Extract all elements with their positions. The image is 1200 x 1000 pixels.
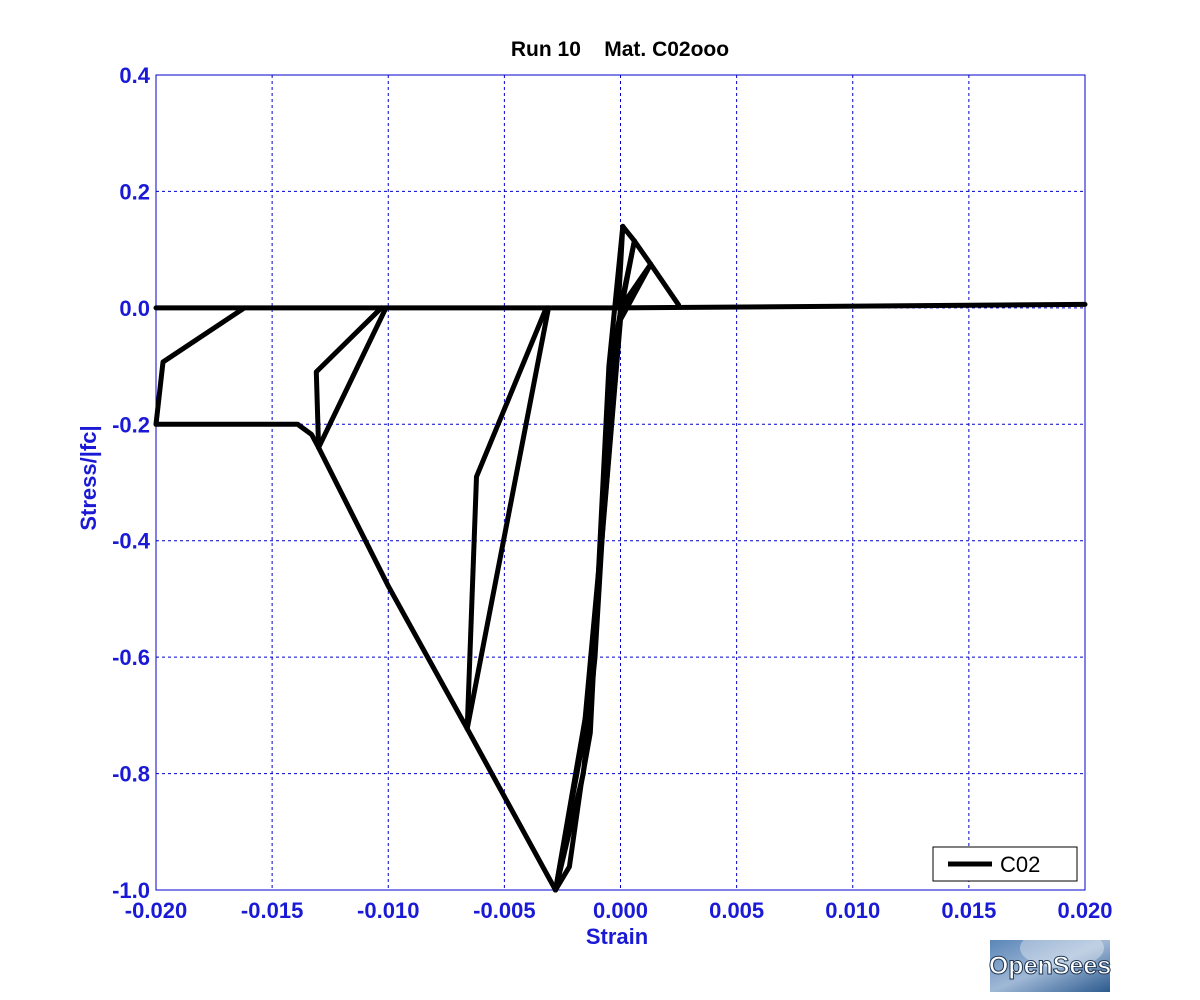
series-c02 [153,223,1088,893]
series-line-c02 [620,223,682,308]
series-line-c02 [615,223,626,311]
series-line-c02 [618,238,637,311]
y-tick-label: -0.6 [112,645,150,670]
y-tick-label: 0.4 [119,63,150,88]
series-line-c02 [553,305,623,893]
x-tick-label: 0.010 [825,898,880,923]
x-axis-title: Strain [586,924,648,949]
y-tick-label: -0.8 [112,762,150,787]
opensees-logo: OpenSees [988,928,1112,992]
series-line-c02 [618,261,654,311]
logo-background [990,940,1110,992]
x-tick-label: -0.020 [125,898,187,923]
series-line-c02 [553,223,626,893]
x-tick-label: -0.005 [473,898,535,923]
series-line-c02 [464,305,549,732]
x-tick-label: 0.015 [941,898,996,923]
series-line-c02 [153,305,247,427]
x-tick-label: 0.000 [593,898,648,923]
y-tick-label: -0.4 [112,529,151,554]
x-tick-label: 0.020 [1057,898,1112,923]
y-axis-ticks: 0.4 0.2 0.0 -0.2 -0.4 -0.6 -0.8 -1.0 [112,63,151,903]
x-tick-label: 0.005 [709,898,764,923]
series-line-c02 [316,305,389,451]
legend: C02 [932,846,1078,882]
x-tick-label: -0.010 [357,898,419,923]
plot-frame [155,74,1086,891]
y-tick-label: 0.0 [119,296,150,321]
logo-globe [1020,928,1104,968]
logo-text: OpenSees [989,952,1111,980]
series-line-c02 [553,261,654,893]
grid-lines [156,75,1085,890]
y-tick-label: 0.2 [119,179,150,204]
legend-label-c02: C02 [1000,852,1040,877]
x-axis-ticks: -0.020 -0.015 -0.010 -0.005 0.000 0.005 0.010 0… [125,898,1113,923]
y-axis-title: Stress/|fc| [76,425,101,530]
x-tick-label: -0.015 [241,898,303,923]
series-line-c02 [313,305,384,451]
chart-title: Run 10 Mat. C02ooo [511,38,729,61]
series-line-c02 [464,305,551,732]
y-tick-label: -1.0 [112,878,150,903]
series-line-c02 [553,238,637,893]
y-tick-label: -0.2 [112,412,150,437]
